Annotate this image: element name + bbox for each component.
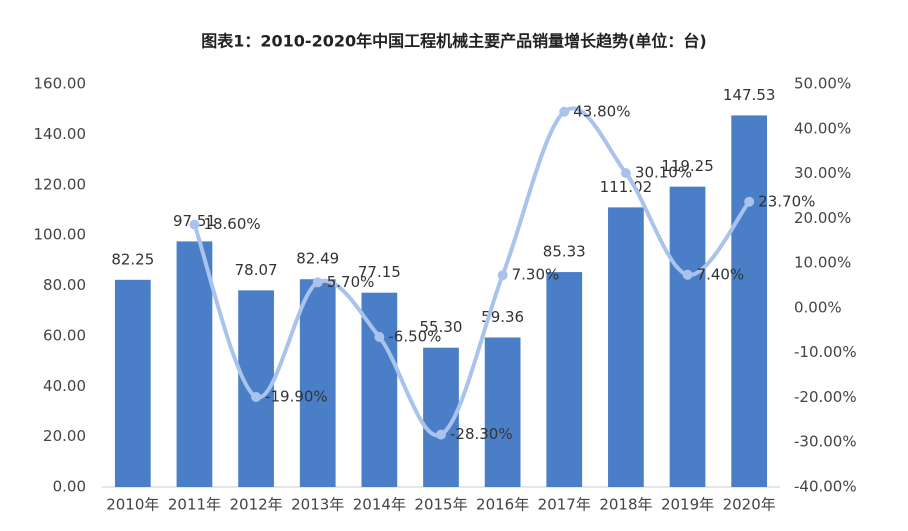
y-tick-label: 80.00: [43, 276, 86, 294]
y-tick-label: 120.00: [34, 175, 87, 193]
y2-tick-label: -20.00%: [794, 388, 857, 406]
x-tick-label: 2012年: [229, 496, 282, 514]
line-point: [312, 277, 323, 288]
data-label: 30.10%: [635, 164, 692, 182]
data-label: 5.70%: [327, 273, 375, 291]
data-label: -19.90%: [265, 387, 328, 405]
x-tick-label: 2014年: [353, 496, 406, 514]
y-tick-label: 0.00: [53, 478, 86, 496]
x-tick-label: 2019年: [661, 496, 714, 514]
bar: [608, 207, 644, 487]
y2-tick-label: 30.00%: [794, 164, 851, 182]
y-tick-label: 20.00: [43, 427, 86, 445]
line-point: [682, 269, 693, 280]
x-tick-label: 2020年: [723, 496, 776, 514]
line-point: [251, 391, 262, 402]
x-tick-label: 2015年: [414, 496, 467, 514]
data-label: 77.15: [358, 263, 401, 281]
data-label: 78.07: [235, 261, 278, 279]
bar: [299, 279, 336, 487]
data-label: 147.53: [723, 86, 776, 104]
y-tick-label: 100.00: [34, 226, 87, 244]
y2-tick-label: 0.00%: [794, 298, 842, 316]
line: [192, 106, 752, 438]
x-tick-label: 2013年: [291, 496, 344, 514]
y-tick-label: 60.00: [43, 326, 86, 344]
y2-tick-label: 40.00%: [794, 119, 851, 137]
line-point: [744, 196, 755, 207]
y-tick-label: 160.00: [34, 75, 87, 93]
data-label: -6.50%: [388, 327, 441, 345]
bar: [546, 272, 583, 487]
data-label: -28.30%: [450, 425, 513, 443]
line-point: [497, 270, 508, 281]
bar: [114, 279, 151, 487]
y2-tick-label: 50.00%: [794, 75, 851, 93]
y2-tick-label: 10.00%: [794, 254, 851, 272]
line-point: [620, 168, 631, 179]
y-tick-label: 40.00: [43, 377, 86, 395]
data-label: 7.30%: [512, 266, 560, 284]
data-label: 43.80%: [573, 102, 630, 120]
bar: [669, 186, 706, 487]
line-point: [189, 219, 200, 230]
x-tick-label: 2011年: [168, 496, 221, 514]
data-label: 55.30: [420, 318, 463, 336]
y2-tick-label: -30.00%: [794, 433, 857, 451]
y2-tick-label: -40.00%: [794, 478, 857, 496]
x-tick-label: 2016年: [476, 496, 529, 514]
data-label: 18.60%: [203, 215, 260, 233]
y-tick-label: 140.00: [34, 125, 87, 143]
data-label: 7.40%: [697, 265, 745, 283]
data-label: 23.70%: [758, 192, 815, 210]
bar: [361, 292, 398, 487]
x-tick-label: 2010年: [106, 496, 159, 514]
line-point: [436, 429, 446, 440]
bar: [484, 337, 521, 487]
data-label: 119.25: [661, 157, 714, 175]
y2-tick-label: 20.00%: [794, 209, 851, 227]
y2-tick-label: -10.00%: [794, 343, 857, 361]
data-label: 82.49: [296, 250, 339, 268]
x-tick-label: 2017年: [538, 496, 591, 514]
data-label: 85.33: [543, 243, 586, 261]
line-point: [374, 331, 385, 342]
data-label: 82.25: [111, 250, 154, 268]
bar: [176, 241, 213, 487]
x-tick-label: 2018年: [599, 496, 652, 514]
line-point: [559, 106, 570, 117]
chart-title: 图表1：2010-2020年中国工程机械主要产品销量增长趋势(单位：台): [201, 32, 706, 51]
bar: [731, 115, 768, 487]
